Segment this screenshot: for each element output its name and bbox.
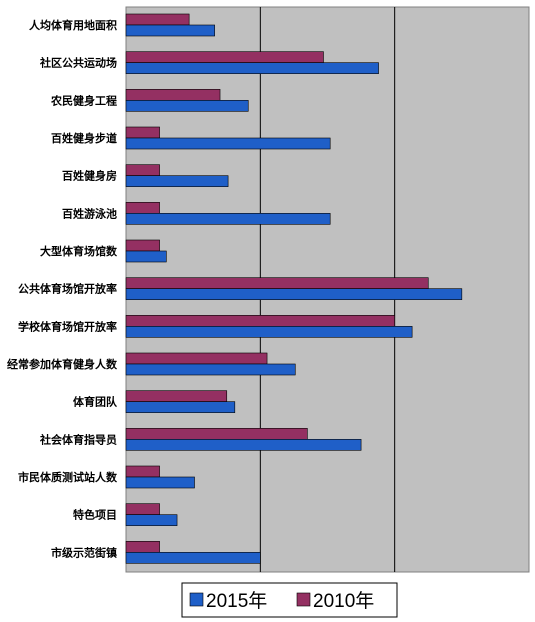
bar-2010 bbox=[125, 239, 160, 252]
bar-2010 bbox=[125, 541, 160, 553]
legend-label-2015: 2015年 bbox=[206, 590, 267, 612]
legend-box bbox=[181, 582, 398, 618]
bar-2010 bbox=[125, 202, 160, 214]
category-label: 社区公共运动场 bbox=[39, 56, 117, 70]
bar-2010 bbox=[125, 390, 228, 402]
category-label: 百姓游泳池 bbox=[62, 206, 117, 220]
legend-swatch-2010 bbox=[296, 592, 311, 607]
category-label: 公共体育场馆开放率 bbox=[18, 282, 117, 296]
bar-2010 bbox=[125, 465, 160, 478]
bar-2010 bbox=[125, 13, 190, 26]
bar-2015 bbox=[125, 476, 195, 489]
category-label: 特色项目 bbox=[73, 508, 117, 522]
category-label: 大型体育场馆数 bbox=[40, 244, 118, 258]
bar-2015 bbox=[125, 62, 379, 74]
bar-2015 bbox=[125, 250, 167, 263]
bar-2015 bbox=[125, 514, 178, 526]
bar-2015 bbox=[125, 552, 261, 564]
bar-2010 bbox=[125, 428, 308, 440]
category-label: 人均体育用地面积 bbox=[29, 18, 117, 32]
category-label: 农民健身工程 bbox=[50, 93, 117, 107]
bar-2015 bbox=[125, 137, 331, 150]
category-label: 学校体育场馆开放率 bbox=[18, 319, 117, 333]
bar-2010 bbox=[125, 503, 160, 515]
bar-2015 bbox=[125, 363, 296, 376]
bar-2010 bbox=[125, 352, 268, 365]
category-label: 社会体育指导员 bbox=[39, 432, 117, 446]
bar-2015 bbox=[125, 439, 362, 451]
category-label: 经常参加体育健身人数 bbox=[7, 357, 118, 371]
bar-2015 bbox=[125, 288, 463, 300]
bar-2015 bbox=[125, 175, 229, 187]
bar-2010 bbox=[125, 126, 160, 139]
bar-2015 bbox=[125, 213, 331, 225]
legend-label-2010: 2010年 bbox=[313, 590, 374, 612]
category-label: 百姓健身步道 bbox=[51, 131, 117, 145]
bar-2010 bbox=[125, 51, 324, 63]
bar-2010 bbox=[125, 164, 160, 176]
bar-2010 bbox=[125, 89, 221, 101]
bar-2010 bbox=[125, 315, 395, 327]
category-label: 百姓健身房 bbox=[62, 169, 117, 183]
bar-2010 bbox=[125, 277, 429, 289]
category-label: 市级示范街镇 bbox=[51, 545, 117, 559]
category-label: 市民体质测试站人数 bbox=[18, 470, 118, 484]
bar-2015 bbox=[125, 326, 413, 338]
bar-2015 bbox=[125, 401, 236, 413]
category-label: 体育团队 bbox=[73, 395, 118, 409]
bar-2015 bbox=[125, 24, 215, 37]
legend-swatch-2015 bbox=[189, 592, 204, 607]
bar-2015 bbox=[125, 100, 249, 112]
